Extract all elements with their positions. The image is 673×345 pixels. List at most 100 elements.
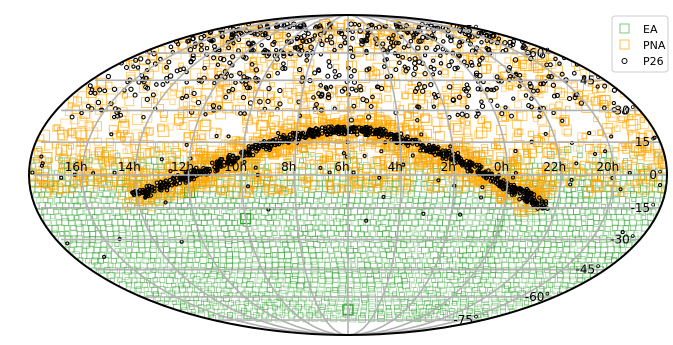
ea-point	[243, 300, 249, 306]
ea-point	[469, 282, 475, 289]
ea-point	[530, 285, 538, 293]
ea-point	[165, 219, 171, 226]
ea-point	[468, 213, 476, 221]
pna-point	[259, 57, 266, 64]
pna-point	[522, 143, 528, 150]
ea-point	[256, 277, 263, 284]
ea-point	[168, 213, 176, 221]
ea-point	[70, 229, 78, 238]
ea-point	[277, 295, 284, 301]
ea-point	[639, 209, 645, 215]
ea-point	[92, 252, 100, 260]
ea-point	[452, 226, 458, 232]
ea-point	[315, 311, 322, 318]
ea-point	[468, 262, 475, 270]
ea-point	[265, 261, 273, 269]
ea-point	[243, 241, 251, 249]
ea-point	[439, 308, 447, 315]
ea-point	[160, 224, 168, 233]
ea-point	[568, 262, 575, 269]
pna-point	[287, 98, 293, 104]
ea-point	[75, 219, 83, 227]
ea-point	[121, 213, 128, 220]
ea-point	[292, 209, 298, 215]
ea-point	[434, 303, 441, 310]
ea-point	[551, 241, 557, 248]
ea-point	[300, 307, 307, 315]
ea-point	[617, 225, 624, 231]
pna-point	[67, 143, 74, 150]
ea-point	[91, 257, 98, 265]
ea-point	[136, 220, 143, 227]
ea-point	[361, 300, 367, 306]
ea-point	[107, 230, 114, 238]
ea-point	[223, 295, 230, 302]
ea-point	[500, 247, 507, 253]
ea-point	[233, 282, 239, 288]
ea-point	[292, 272, 299, 279]
ea-point	[406, 230, 413, 238]
ea-point	[159, 277, 166, 283]
ea-point	[372, 267, 379, 274]
ea-point	[389, 286, 397, 294]
ea-point	[331, 257, 336, 263]
ea-point	[67, 214, 75, 222]
ea-point	[398, 267, 405, 274]
ea-point	[505, 231, 511, 237]
ea-point	[372, 271, 381, 279]
ea-point	[310, 164, 316, 170]
ea-point	[332, 208, 340, 216]
ea-point	[605, 251, 613, 260]
ea-point	[236, 271, 244, 279]
ea-point	[120, 241, 126, 248]
ea-point	[450, 252, 456, 258]
ea-point	[140, 157, 146, 163]
ea-point	[552, 255, 561, 264]
ea-point	[355, 213, 362, 220]
ea-point	[473, 311, 481, 319]
ea-point	[169, 272, 175, 279]
pna-point	[481, 115, 487, 121]
ea-point	[115, 213, 122, 220]
ea-point	[414, 315, 422, 323]
ea-point	[399, 220, 406, 226]
ea-point	[376, 311, 385, 319]
ea-point	[476, 241, 482, 248]
pna-point	[166, 123, 174, 131]
ea-point	[330, 240, 339, 249]
ea-point	[131, 277, 138, 284]
ea-point	[364, 203, 371, 210]
ea-point	[221, 209, 227, 215]
ea-point	[68, 219, 76, 227]
ea-point	[298, 219, 305, 226]
ea-point	[424, 299, 431, 307]
ea-point	[435, 304, 441, 310]
ea-point	[424, 220, 431, 226]
ea-point	[479, 246, 485, 252]
ea-point	[35, 197, 42, 203]
ea-point	[404, 262, 410, 269]
ea-point	[308, 191, 315, 198]
ea-point	[242, 230, 249, 238]
ea-point	[157, 252, 163, 258]
ea-point	[346, 246, 354, 254]
ea-point	[304, 219, 311, 226]
ea-point	[476, 251, 484, 259]
ea-point	[363, 209, 369, 215]
ea-point	[416, 277, 422, 284]
pna-point	[353, 145, 363, 155]
ea-point	[425, 286, 434, 294]
ea-point	[533, 256, 541, 264]
ea-point	[325, 241, 331, 247]
ea-point	[195, 252, 202, 258]
ea-point	[319, 273, 326, 279]
ea-point	[324, 280, 333, 289]
ea-point	[350, 257, 356, 263]
ea-point	[237, 219, 243, 226]
ea-point	[581, 225, 588, 231]
ea-point	[216, 272, 223, 279]
ea-point	[336, 304, 343, 311]
ea-point	[604, 225, 611, 232]
ea-point	[297, 257, 306, 265]
ea-point	[76, 224, 84, 233]
